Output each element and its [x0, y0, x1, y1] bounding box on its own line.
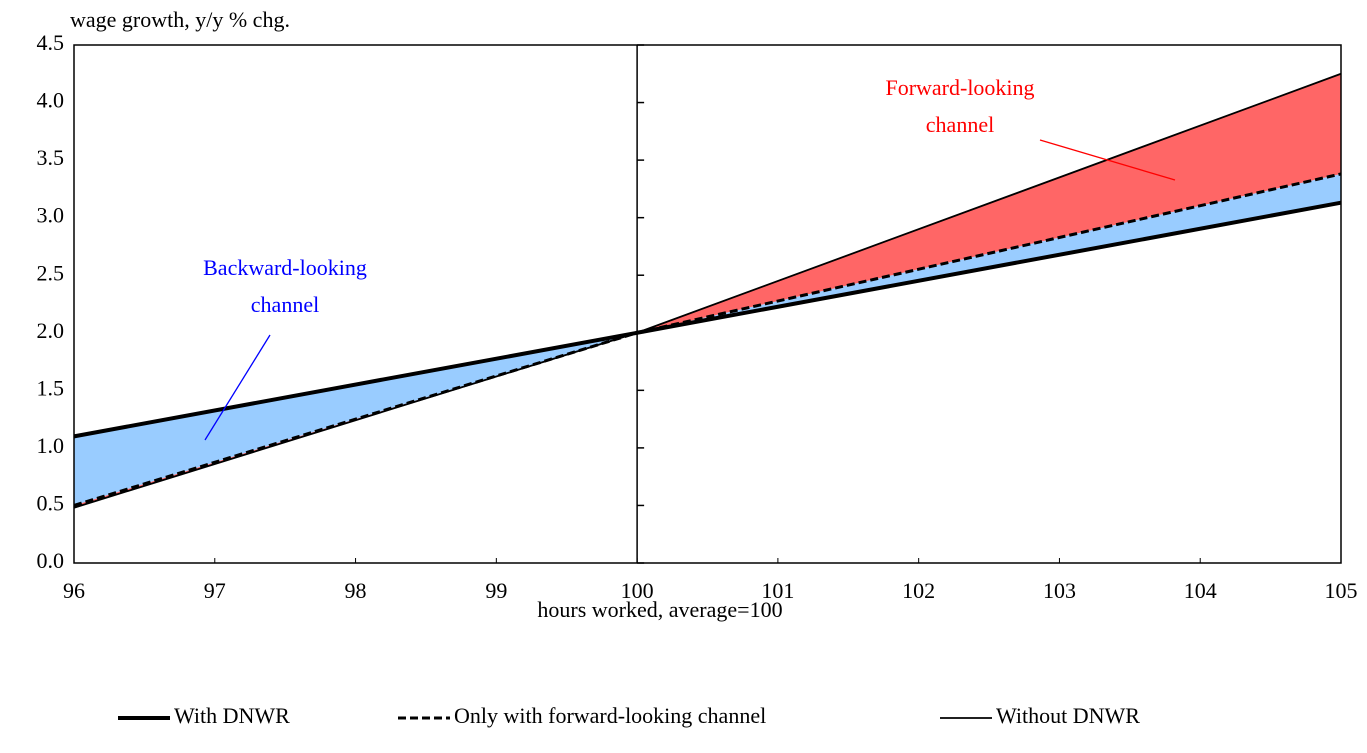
y-tick-label: 2.5	[37, 260, 65, 285]
series-line	[73, 200, 1342, 439]
y-tick-label: 1.5	[37, 375, 65, 400]
x-tick-label: 97	[204, 578, 226, 603]
x-tick-label: 100	[621, 578, 654, 603]
y-tick-label: 4.0	[37, 88, 65, 113]
y-tick-label: 2.0	[37, 318, 65, 343]
annotation-text: channel	[251, 292, 319, 317]
y-tick-label: 3.5	[37, 145, 65, 170]
y-axis-label: wage growth, y/y % chg.	[70, 7, 290, 32]
x-tick-label: 102	[902, 578, 935, 603]
x-tick-label: 104	[1184, 578, 1217, 603]
x-tick-label: 99	[485, 578, 507, 603]
annotation-text: channel	[926, 112, 994, 137]
x-tick-label: 101	[761, 578, 794, 603]
x-axis-label: hours worked, average=100	[537, 597, 782, 622]
x-tick-label: 105	[1325, 578, 1358, 603]
y-tick-label: 3.0	[37, 203, 65, 228]
y-tick-label: 1.0	[37, 433, 65, 458]
legend-label: With DNWR	[174, 703, 290, 728]
y-tick-label: 0.0	[37, 548, 65, 573]
annotation-pointer	[204, 334, 271, 441]
annotation-text: Forward-looking	[885, 75, 1034, 100]
x-tick-label: 103	[1043, 578, 1076, 603]
annotation-text: Backward-looking	[203, 255, 367, 280]
legend-label: Only with forward-looking channel	[454, 703, 766, 728]
legend-label: Without DNWR	[996, 703, 1140, 728]
y-tick-label: 0.5	[37, 490, 65, 515]
annotation-pointer	[1039, 139, 1176, 181]
x-tick-label: 96	[63, 578, 85, 603]
y-tick-label: 4.5	[37, 30, 65, 55]
plot-frame	[73, 44, 1342, 564]
x-tick-label: 98	[345, 578, 367, 603]
band-fill	[74, 173, 1341, 506]
